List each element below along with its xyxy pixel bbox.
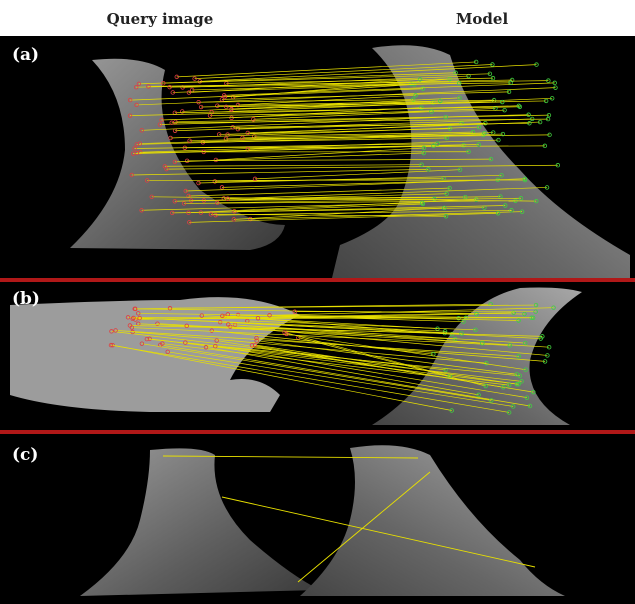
panel-label: (a) — [12, 45, 39, 65]
panel-b: (b) — [0, 282, 635, 430]
header-query: Query image — [107, 10, 214, 28]
panel-label: (b) — [12, 289, 40, 309]
panel-a: (a) — [0, 36, 635, 278]
panel-c: (c) — [0, 434, 635, 604]
figure: Query image Model (a) (b) (c) — [0, 0, 635, 604]
panel-label: (c) — [12, 445, 38, 465]
divider — [0, 278, 635, 282]
header-model: Model — [456, 10, 509, 28]
divider — [0, 430, 635, 434]
header-bg — [0, 0, 635, 36]
page: Query image Model (a) (b) (c) (() => { c… — [0, 0, 635, 604]
